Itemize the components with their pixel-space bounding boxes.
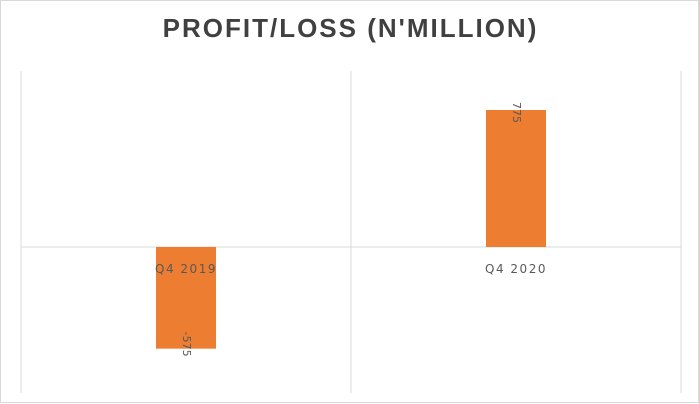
chart-title: PROFIT/LOSS (N'MILLION) — [162, 13, 539, 43]
data-label-2: 775 — [510, 102, 523, 123]
data-label-1: -575 — [180, 332, 193, 357]
bar-1 — [156, 247, 216, 349]
category-label-1: Q4 2019 — [155, 262, 217, 276]
bar-2 — [486, 110, 546, 247]
category-label-2: Q4 2020 — [485, 262, 547, 276]
